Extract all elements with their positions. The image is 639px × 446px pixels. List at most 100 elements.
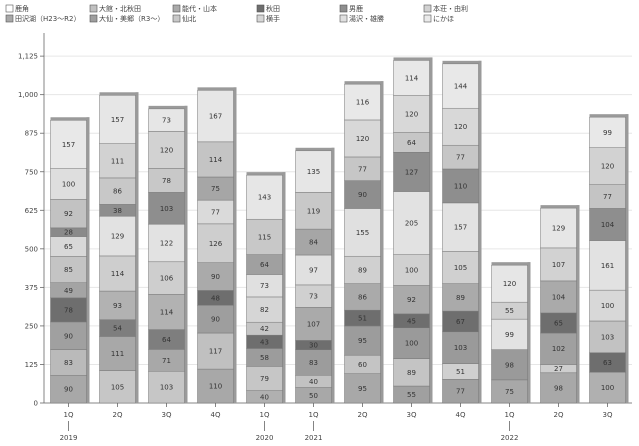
legend-label: 本荘・由利 <box>433 4 468 13</box>
data-label: 92 <box>407 296 416 304</box>
data-label: 100 <box>405 267 418 275</box>
data-label: 54 <box>113 325 122 333</box>
bar-segment <box>540 207 577 249</box>
x-tick-label: 1Q <box>260 411 270 419</box>
bar-segment <box>197 332 234 370</box>
data-label: 89 <box>456 294 465 302</box>
legend-swatch <box>89 14 98 23</box>
y-tick-label: 625 <box>25 207 38 215</box>
legend-swatch <box>256 14 265 23</box>
legend-swatch <box>423 14 432 23</box>
data-label: 127 <box>405 168 418 176</box>
bar-segment <box>344 119 381 158</box>
bar-segment <box>540 247 577 282</box>
data-label: 110 <box>454 182 467 190</box>
data-label: 45 <box>407 317 416 325</box>
bar-segment <box>197 262 234 291</box>
data-label: 114 <box>405 75 419 83</box>
bar-segment <box>246 174 283 220</box>
y-tick-label: 750 <box>25 168 38 176</box>
bar-segment <box>246 296 283 323</box>
legend-label: 田沢湖（H23〜R2） <box>15 14 81 23</box>
bar-segment <box>491 349 528 381</box>
data-label: 63 <box>603 359 612 367</box>
bar-segment <box>442 63 479 109</box>
bar-segment <box>442 251 479 284</box>
legend-label: 鹿角 <box>15 4 29 13</box>
data-label: 51 <box>456 368 465 376</box>
data-label: 84 <box>309 239 318 247</box>
bar-segment <box>148 261 185 295</box>
bar-segment <box>491 318 528 350</box>
bar-segment <box>50 168 87 200</box>
bar-segment <box>393 60 430 96</box>
data-label: 78 <box>64 306 73 314</box>
data-label: 77 <box>358 165 367 173</box>
data-label: 92 <box>64 210 73 218</box>
bar-segment <box>99 215 136 257</box>
bar-shadow <box>429 57 433 404</box>
x-tick-label: 3Q <box>162 411 172 419</box>
data-label: 167 <box>209 113 222 121</box>
data-label: 126 <box>209 240 223 248</box>
data-label: 90 <box>64 386 73 394</box>
bar-segment <box>99 336 136 371</box>
data-label: 120 <box>601 163 614 171</box>
data-label: 77 <box>603 193 612 201</box>
data-label: 100 <box>62 181 75 189</box>
data-label: 40 <box>309 378 318 386</box>
x-tick-label: 4Q <box>211 411 221 419</box>
data-label: 79 <box>260 375 269 383</box>
bar-shadow <box>295 147 335 151</box>
bar-shadow <box>197 87 237 91</box>
data-label: 157 <box>62 141 75 149</box>
data-label: 77 <box>456 388 465 396</box>
data-label: 120 <box>405 111 418 119</box>
bar-segment <box>148 131 185 169</box>
data-label: 77 <box>211 208 220 216</box>
data-label: 55 <box>505 307 514 315</box>
legend-label: 大館・北秋田 <box>99 4 141 13</box>
data-label: 90 <box>211 316 220 324</box>
bar-segment <box>491 264 528 303</box>
data-label: 111 <box>111 350 124 358</box>
data-label: 110 <box>209 383 222 391</box>
y-tick-label: 1,000 <box>18 91 38 99</box>
data-label: 129 <box>552 225 565 233</box>
bar-segment <box>50 321 87 350</box>
data-label: 77 <box>456 154 465 162</box>
data-label: 65 <box>64 243 73 251</box>
bar-segment <box>295 228 332 256</box>
bar-segment <box>344 325 381 356</box>
bar-segment <box>50 120 87 169</box>
data-label: 51 <box>358 315 367 323</box>
data-label: 95 <box>358 337 367 345</box>
data-label: 98 <box>554 384 563 392</box>
data-label: 100 <box>405 340 418 348</box>
legend-swatch <box>423 4 432 13</box>
legend-label: 仙北 <box>182 14 196 23</box>
bar-segment <box>442 107 479 146</box>
data-label: 117 <box>209 348 222 356</box>
bar-shadow <box>393 57 433 61</box>
data-label: 58 <box>260 354 269 362</box>
data-label: 104 <box>601 221 615 229</box>
data-label: 40 <box>260 393 269 401</box>
bar-segment <box>589 116 626 148</box>
bar-segment <box>197 90 234 143</box>
data-label: 65 <box>554 319 563 327</box>
x-tick-label: 1Q <box>309 411 319 419</box>
bar-shadow <box>344 81 384 85</box>
bar-segment <box>442 202 479 252</box>
data-label: 120 <box>454 123 467 131</box>
data-label: 60 <box>358 361 367 369</box>
data-label: 90 <box>211 273 220 281</box>
data-label: 55 <box>407 391 416 399</box>
legend-swatch <box>339 14 348 23</box>
bar-shadow <box>540 205 580 209</box>
legend-swatch <box>89 4 98 13</box>
y-tick-label: 375 <box>25 284 38 292</box>
data-label: 161 <box>601 262 614 270</box>
bar-segment <box>99 95 136 144</box>
bar-segment <box>148 192 185 225</box>
